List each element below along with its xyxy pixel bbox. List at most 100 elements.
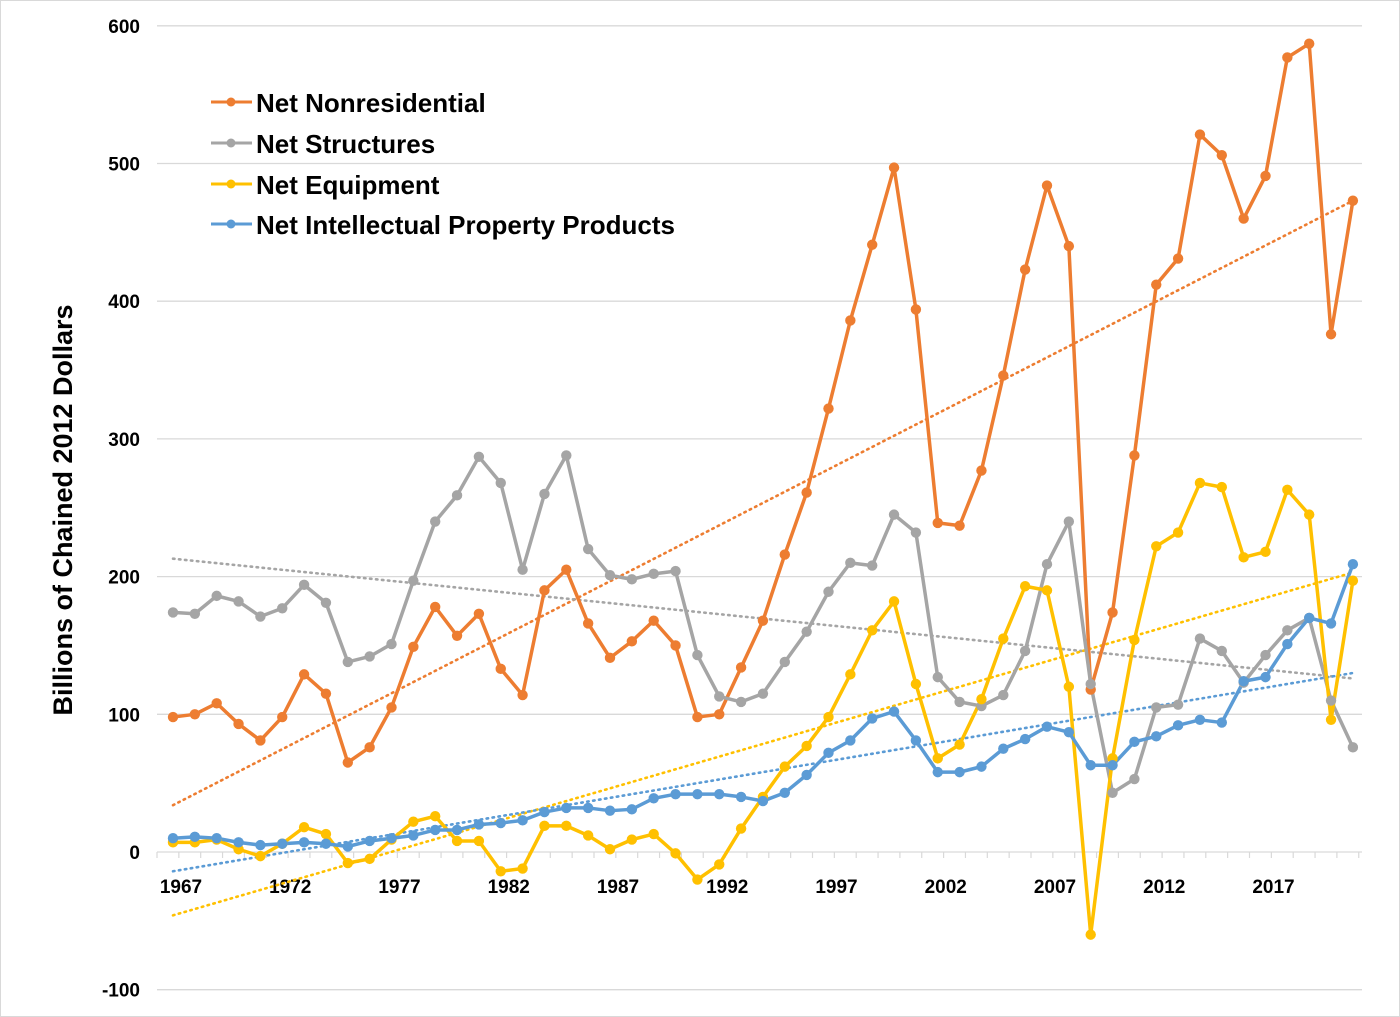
data-point	[342, 656, 353, 668]
data-point	[735, 823, 747, 834]
data-point	[167, 607, 179, 618]
data-point	[582, 543, 594, 555]
y-tick-label: -100	[102, 981, 140, 1002]
data-point	[211, 833, 222, 844]
data-point	[867, 239, 878, 250]
data-point	[451, 490, 463, 501]
legend-swatch-marker	[226, 138, 236, 148]
data-point	[648, 568, 659, 580]
data-point	[670, 565, 681, 577]
x-axis: 1967 1972 1977 1982 1987 1992 1997 2002 2007 2012…	[156, 851, 1362, 898]
data-point	[1129, 634, 1140, 646]
y-tick-label: 400	[108, 292, 140, 313]
data-point	[1019, 264, 1031, 275]
data-point	[1194, 633, 1206, 644]
data-point	[714, 691, 725, 702]
data-point	[976, 693, 987, 705]
data-point	[320, 838, 332, 849]
data-point	[888, 706, 900, 717]
y-tick-label: 0	[129, 843, 140, 864]
data-point	[1151, 702, 1162, 713]
data-point	[1063, 727, 1075, 738]
data-point	[1063, 681, 1075, 692]
data-point	[255, 735, 266, 746]
data-point	[364, 742, 375, 753]
data-point	[1063, 516, 1075, 527]
data-point	[255, 839, 266, 851]
data-point	[845, 557, 856, 569]
data-point	[998, 633, 1009, 644]
data-point	[845, 315, 856, 326]
data-point	[430, 516, 441, 527]
data-point	[1282, 52, 1293, 63]
data-point	[1151, 731, 1162, 742]
data-point	[517, 689, 528, 701]
data-point	[582, 618, 594, 629]
trendline	[171, 199, 1355, 807]
data-point	[735, 662, 747, 673]
data-point	[1325, 695, 1337, 706]
x-tick-label: 1992	[706, 877, 748, 898]
x-tick-label: 1977	[378, 877, 420, 898]
data-point	[539, 820, 550, 832]
data-point	[320, 597, 332, 608]
data-point	[1041, 585, 1053, 596]
data-point	[364, 835, 375, 847]
data-point	[473, 608, 485, 619]
data-point	[604, 652, 616, 664]
data-point	[408, 830, 419, 841]
y-tick-label: 200	[108, 568, 140, 589]
data-point	[1019, 733, 1031, 745]
data-point	[1085, 678, 1096, 690]
data-point	[1172, 699, 1184, 710]
data-point	[517, 564, 528, 575]
data-point	[604, 570, 616, 581]
legend-label: Net Structures	[256, 129, 435, 159]
data-point	[932, 766, 943, 778]
x-tick-label: 1982	[488, 877, 530, 898]
data-point	[1172, 527, 1184, 538]
legend-swatch-marker	[226, 219, 236, 229]
data-point	[1041, 180, 1053, 191]
data-point	[342, 841, 353, 852]
y-axis-ticks: -100 0 100 200 300 400 500 600	[102, 17, 140, 1002]
data-point	[1019, 581, 1031, 592]
data-point	[561, 564, 572, 575]
legend: Net Nonresidential Net Structures Net Equi…	[211, 88, 675, 240]
data-point	[430, 824, 441, 836]
data-point	[735, 791, 747, 803]
data-point	[342, 857, 353, 869]
data-point	[473, 451, 485, 463]
data-point	[582, 802, 594, 814]
data-point	[386, 702, 397, 713]
x-tick-label: 1967	[160, 877, 202, 898]
data-point	[1107, 787, 1118, 798]
data-point	[255, 611, 266, 622]
data-point	[757, 688, 769, 699]
gridlines	[157, 25, 1362, 991]
data-point	[976, 761, 987, 772]
data-point	[714, 709, 725, 720]
data-point	[714, 859, 725, 870]
data-point	[779, 761, 790, 772]
data-point	[954, 739, 965, 750]
data-point	[211, 590, 222, 602]
data-point	[648, 828, 659, 840]
data-point	[430, 601, 441, 613]
data-point	[670, 848, 681, 859]
data-point	[1194, 477, 1206, 489]
data-point	[998, 743, 1009, 754]
data-point	[561, 802, 572, 814]
data-point	[757, 615, 769, 626]
data-point	[1238, 552, 1249, 563]
data-point	[495, 663, 506, 675]
y-tick-label: 300	[108, 430, 140, 451]
data-point	[626, 636, 638, 647]
data-point	[364, 651, 375, 662]
data-point	[277, 711, 288, 723]
data-point	[845, 669, 856, 680]
data-point	[692, 649, 703, 661]
data-point	[277, 838, 288, 849]
data-point	[189, 709, 201, 720]
data-point	[1085, 929, 1096, 940]
